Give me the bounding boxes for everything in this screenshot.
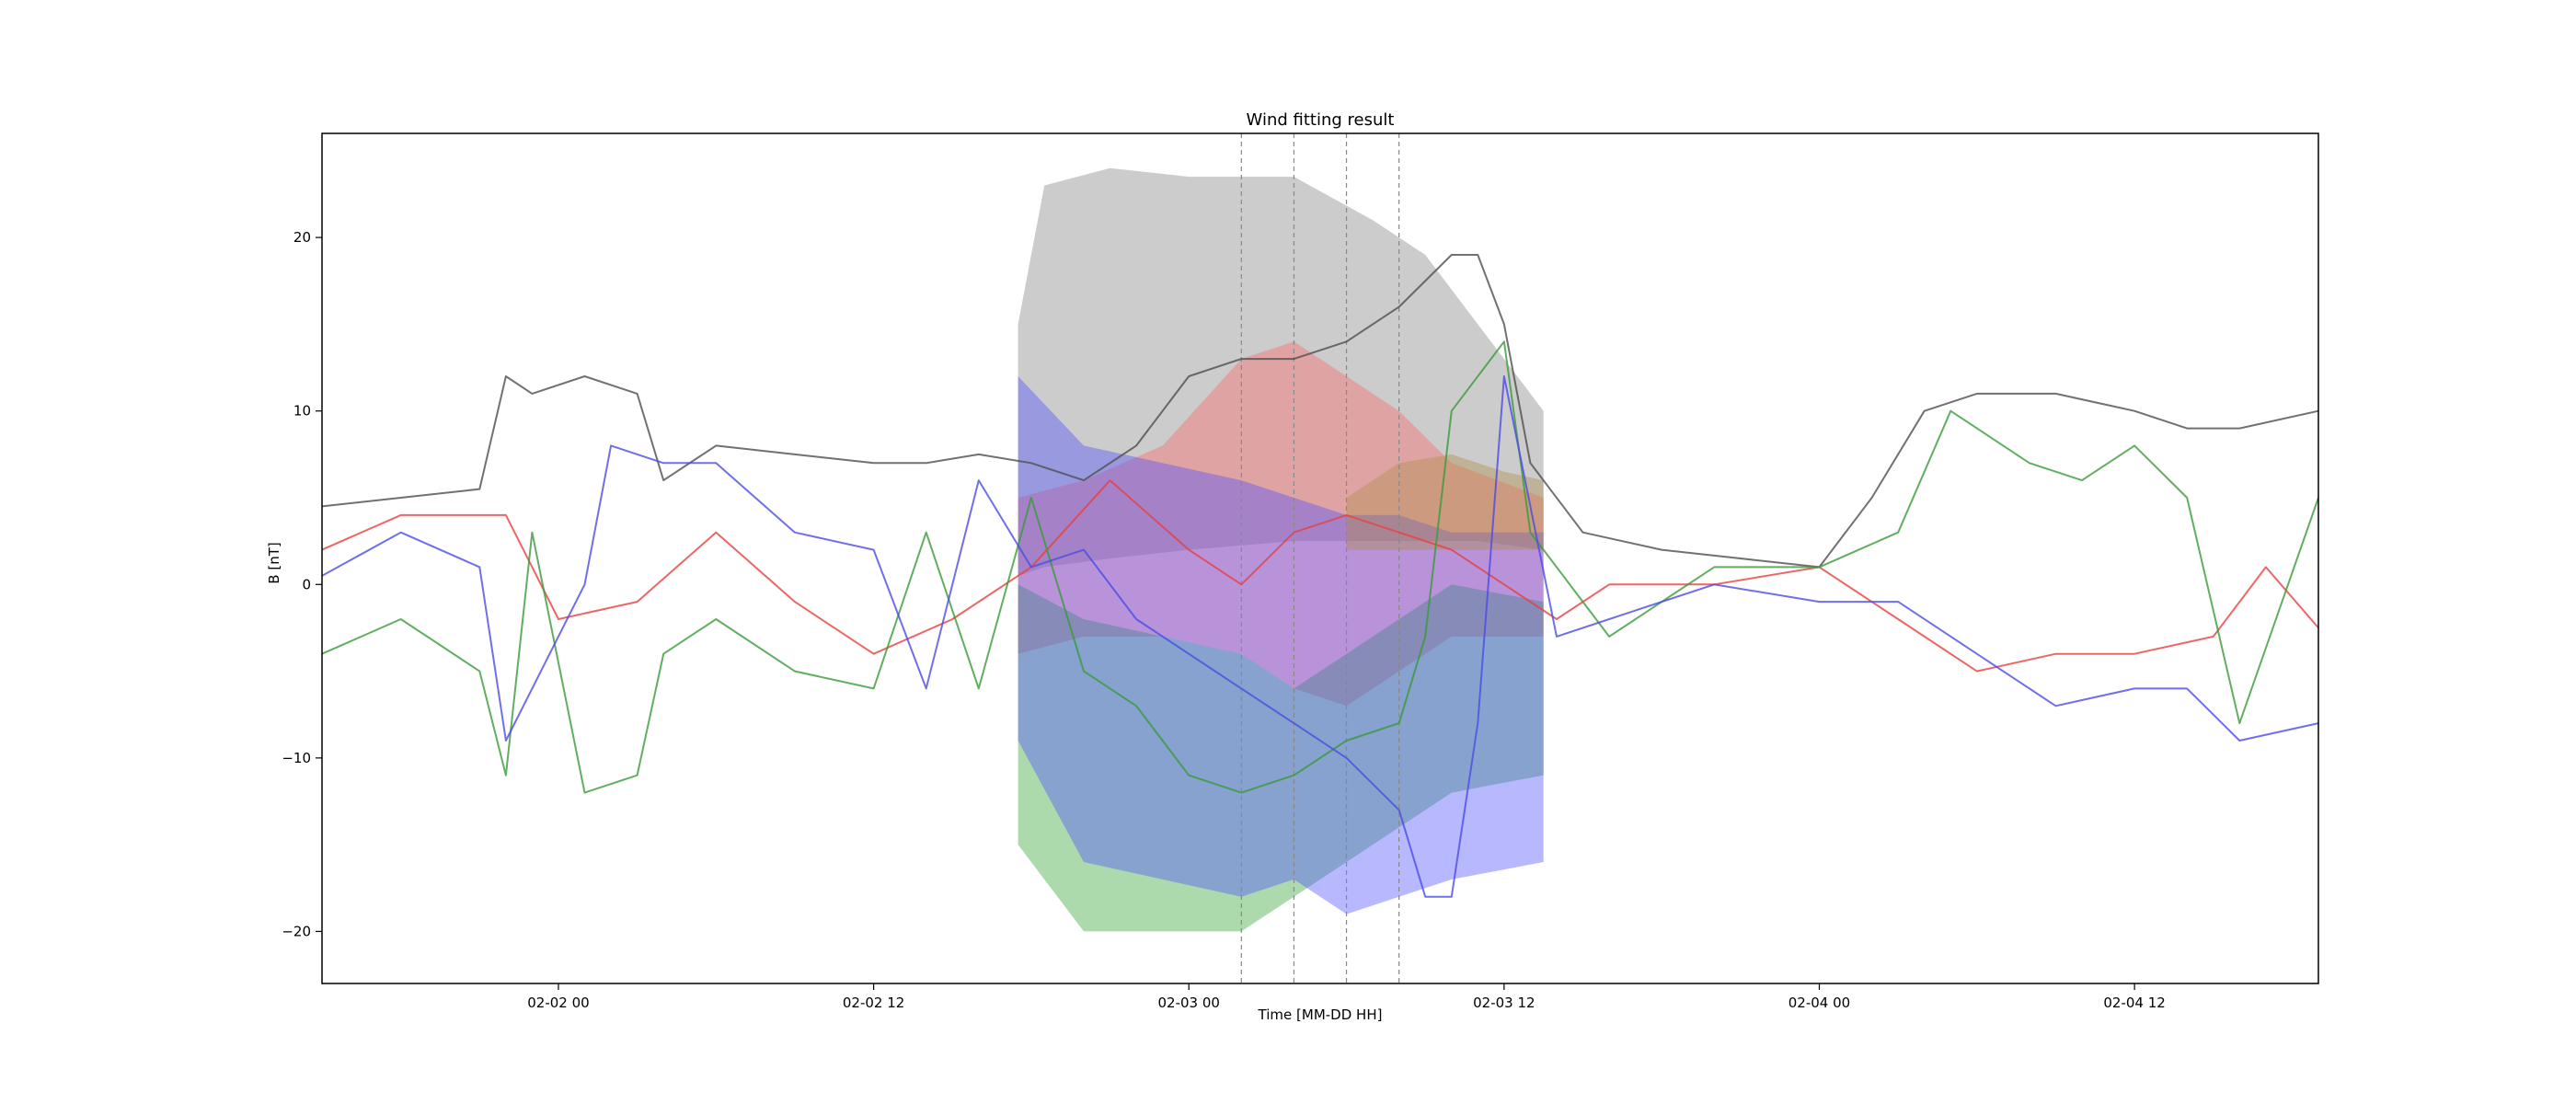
x-tick-label-4: 02-04 00 xyxy=(1788,995,1850,1011)
x-tick-label-0: 02-02 00 xyxy=(527,995,589,1011)
data-series xyxy=(321,254,2319,898)
y-tick-label-0: −20 xyxy=(282,923,311,939)
uncertainty-bands xyxy=(1018,167,1544,932)
axes-frame xyxy=(321,132,2319,984)
x-tick-label-1: 02-02 12 xyxy=(843,995,904,1011)
band-1 xyxy=(1018,341,1544,707)
band-2 xyxy=(1018,584,1544,932)
series-line-1 xyxy=(321,479,2319,673)
y-axis-label: B [nT] xyxy=(266,542,282,583)
band-3 xyxy=(1018,376,1544,914)
x-tick-label-5: 02-04 12 xyxy=(2103,995,2165,1011)
series-line-0 xyxy=(321,254,2319,569)
y-tick-label-4: 20 xyxy=(293,229,311,246)
x-tick-label-2: 02-03 00 xyxy=(1158,995,1220,1011)
series-line-2 xyxy=(321,340,2319,794)
y-axis: −20 −10 0 10 20 xyxy=(282,229,322,939)
y-tick-label-1: −10 xyxy=(282,750,311,766)
band-4 xyxy=(1346,454,1544,550)
x-axis: 02-02 00 02-02 12 02-03 00 02-03 12 02-04 00… xyxy=(527,983,2166,1011)
plot-area xyxy=(321,133,2319,983)
reference-lines xyxy=(1240,133,1400,983)
y-tick-label-2: 0 xyxy=(302,576,311,592)
y-tick-label-3: 10 xyxy=(293,403,311,420)
chart-title: Wind fitting result xyxy=(1247,110,1395,130)
x-tick-label-3: 02-03 12 xyxy=(1473,995,1535,1011)
x-axis-label: Time [MM-DD HH] xyxy=(1258,1006,1383,1023)
band-0 xyxy=(1018,167,1544,576)
series-line-3 xyxy=(321,375,2319,898)
